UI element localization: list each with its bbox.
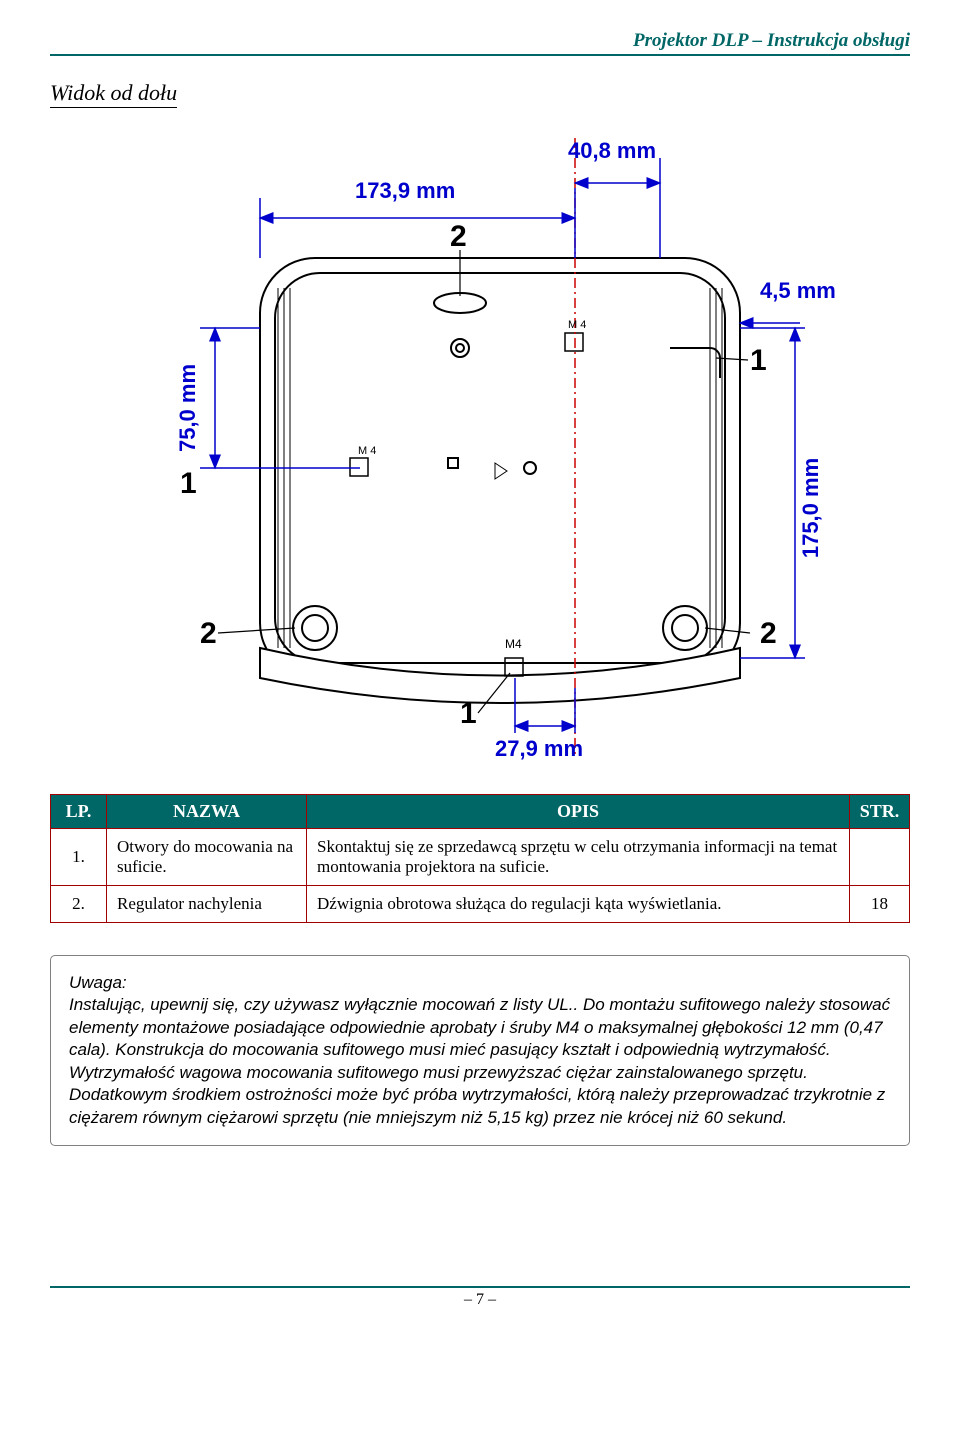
th-str: STR. xyxy=(850,795,910,829)
table-row: 1. Otwory do mocowania na suficie. Skont… xyxy=(51,829,910,886)
th-lp: LP. xyxy=(51,795,107,829)
th-nazwa: NAZWA xyxy=(107,795,307,829)
spec-table: LP. NAZWA OPIS STR. 1. Otwory do mocowan… xyxy=(50,794,910,923)
callout-bottom: 1 xyxy=(460,697,477,730)
section-title: Widok od dołu xyxy=(50,80,177,108)
dim-right-corner: 4,5 mm xyxy=(760,278,836,303)
cell-nazwa: Regulator nachylenia xyxy=(107,886,307,923)
svg-text:M 4: M 4 xyxy=(358,445,376,457)
callout-left-mid: 1 xyxy=(180,467,197,500)
svg-text:M4: M4 xyxy=(505,637,522,651)
dim-top-left: 173,9 mm xyxy=(355,178,455,203)
callout-right-upper: 1 xyxy=(750,344,767,377)
bottom-view-diagram: 173,9 mm 40,8 mm 75,0 mm 175,0 mm 4,5 mm xyxy=(100,128,860,768)
note-title: Uwaga: xyxy=(69,973,127,992)
cell-lp: 1. xyxy=(51,829,107,886)
cell-opis: Dźwignia obrotowa służąca do regulacji k… xyxy=(307,886,850,923)
note-body: Instalując, upewnij się, czy używasz wył… xyxy=(69,995,890,1126)
dim-right: 175,0 mm xyxy=(798,458,823,558)
cell-lp: 2. xyxy=(51,886,107,923)
svg-text:M 4: M 4 xyxy=(568,319,586,331)
note-box: Uwaga: Instalując, upewnij się, czy używ… xyxy=(50,955,910,1146)
cell-str: 18 xyxy=(850,886,910,923)
dim-bottom: 27,9 mm xyxy=(495,736,583,761)
cell-opis: Skontaktuj się ze sprzedawcą sprzętu w c… xyxy=(307,829,850,886)
th-opis: OPIS xyxy=(307,795,850,829)
dim-left: 75,0 mm xyxy=(175,364,200,452)
table-row: 2. Regulator nachylenia Dźwignia obrotow… xyxy=(51,886,910,923)
callout-top: 2 xyxy=(450,220,467,253)
callout-right-lower: 2 xyxy=(760,617,777,650)
cell-nazwa: Otwory do mocowania na suficie. xyxy=(107,829,307,886)
diagram-container: 173,9 mm 40,8 mm 75,0 mm 175,0 mm 4,5 mm xyxy=(50,128,910,768)
callout-left-bottom: 2 xyxy=(200,617,217,650)
dim-top-right: 40,8 mm xyxy=(568,138,656,163)
page-footer: – 7 – xyxy=(50,1286,910,1309)
page-header: Projektor DLP – Instrukcja obsługi xyxy=(50,30,910,56)
cell-str xyxy=(850,829,910,886)
